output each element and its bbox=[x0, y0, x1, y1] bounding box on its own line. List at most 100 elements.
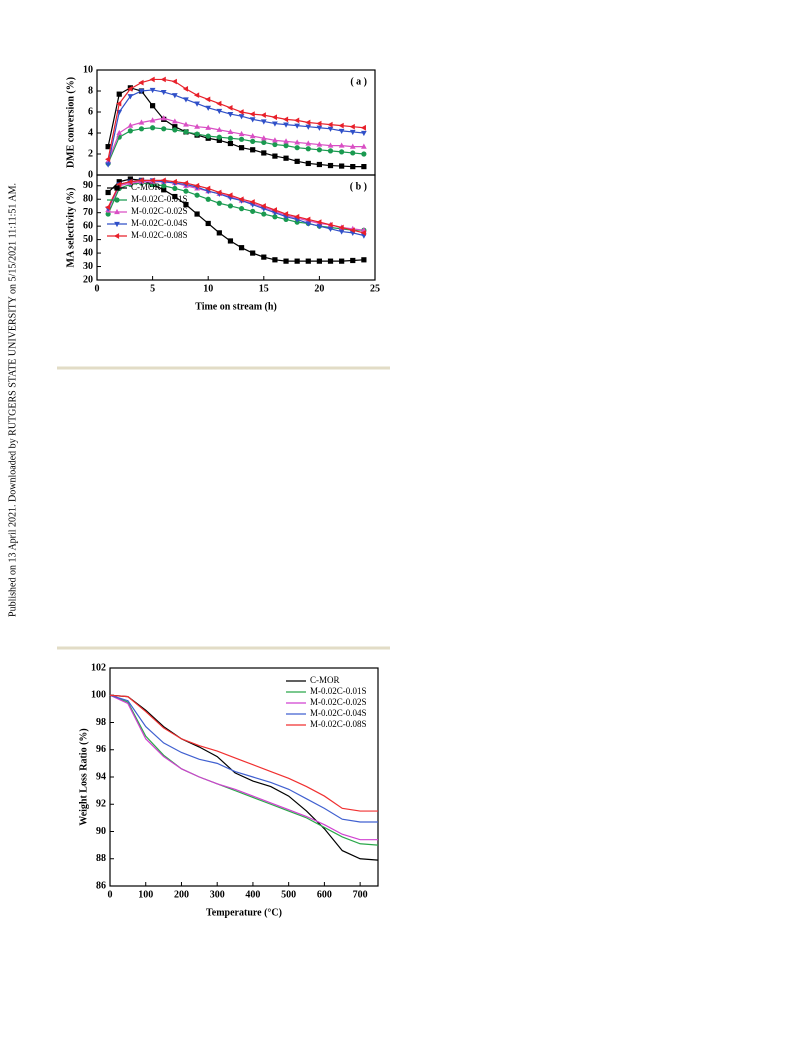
data-point bbox=[194, 123, 200, 129]
data-point bbox=[194, 131, 200, 137]
data-point bbox=[316, 161, 322, 168]
series-line bbox=[107, 89, 364, 165]
legend-label: M-0.02C-0.02S bbox=[131, 206, 188, 216]
data-point bbox=[338, 224, 344, 231]
legend-label: M-0.02C-0.01S bbox=[131, 194, 188, 204]
panel-label: ( a ) bbox=[350, 76, 367, 87]
data-point bbox=[182, 86, 189, 92]
data-point bbox=[227, 140, 234, 147]
x-tick-label: 5 bbox=[150, 283, 155, 294]
legend-label: M-0.02C-0.04S bbox=[310, 708, 367, 718]
data-point bbox=[105, 189, 111, 196]
data-point bbox=[272, 257, 278, 263]
data-point bbox=[172, 124, 178, 130]
data-point bbox=[305, 146, 311, 152]
data-point bbox=[149, 177, 155, 184]
data-point bbox=[205, 220, 211, 227]
data-point bbox=[316, 258, 322, 264]
y-tick-label: 60 bbox=[83, 220, 93, 231]
data-point bbox=[261, 139, 267, 146]
data-point bbox=[305, 140, 312, 146]
legend-label: M-0.02C-0.08S bbox=[310, 719, 367, 729]
x-tick-label: 600 bbox=[317, 889, 332, 900]
data-point bbox=[149, 87, 156, 94]
data-point bbox=[338, 122, 344, 129]
data-point bbox=[183, 129, 189, 135]
data-point bbox=[227, 238, 234, 244]
y-axis-label: DME conversion (%) bbox=[65, 77, 76, 168]
data-point bbox=[261, 211, 267, 217]
data-point bbox=[349, 129, 356, 136]
data-point bbox=[294, 145, 300, 151]
data-point bbox=[316, 125, 323, 131]
data-point bbox=[105, 156, 111, 163]
x-axis-label: Temperature (°C) bbox=[206, 907, 282, 918]
data-point bbox=[261, 254, 267, 260]
data-point bbox=[105, 204, 111, 211]
data-point bbox=[260, 203, 266, 209]
series-line bbox=[109, 694, 378, 841]
data-point bbox=[171, 118, 178, 124]
data-point bbox=[105, 144, 111, 150]
y-tick-label: 10 bbox=[83, 64, 93, 75]
data-point bbox=[327, 221, 333, 228]
data-point bbox=[350, 150, 356, 156]
data-point bbox=[238, 130, 245, 137]
data-point bbox=[172, 127, 178, 133]
x-tick-label: 400 bbox=[245, 889, 260, 900]
data-point bbox=[338, 229, 345, 235]
data-point bbox=[127, 94, 134, 100]
data-point bbox=[238, 109, 244, 115]
y-tick-label: 0 bbox=[88, 169, 93, 180]
data-point bbox=[316, 219, 322, 225]
data-point bbox=[238, 196, 244, 203]
data-point bbox=[105, 162, 111, 168]
data-point bbox=[249, 133, 256, 139]
data-point bbox=[249, 111, 255, 117]
data-point bbox=[205, 196, 211, 202]
data-point bbox=[227, 203, 234, 209]
data-point bbox=[249, 117, 256, 123]
data-point bbox=[216, 200, 222, 206]
y-axis-label: MA selectivity (%) bbox=[65, 188, 76, 268]
y-tick-label: 4 bbox=[88, 127, 93, 138]
y-axis-label: Weight Loss Ratio (%) bbox=[78, 728, 89, 826]
data-point bbox=[116, 181, 122, 188]
data-point bbox=[127, 128, 133, 134]
x-tick-label: 500 bbox=[281, 889, 296, 900]
y-tick-label: 6 bbox=[88, 106, 93, 117]
data-point bbox=[138, 177, 144, 184]
data-point bbox=[216, 137, 222, 143]
data-point bbox=[361, 130, 367, 137]
data-point bbox=[183, 188, 189, 194]
data-point bbox=[171, 78, 177, 85]
data-point bbox=[250, 250, 256, 256]
data-point bbox=[305, 258, 311, 264]
data-point bbox=[272, 141, 278, 148]
data-point bbox=[194, 192, 200, 198]
y-tick-label: 40 bbox=[83, 247, 93, 258]
data-point bbox=[227, 104, 233, 111]
series-line bbox=[109, 694, 379, 861]
data-point bbox=[271, 114, 277, 121]
x-tick-label: 10 bbox=[203, 283, 213, 294]
legend-label: M-0.02C-0.02S bbox=[310, 697, 367, 707]
data-point bbox=[205, 96, 211, 103]
data-point bbox=[260, 135, 267, 141]
data-point bbox=[250, 138, 256, 144]
data-point bbox=[260, 112, 266, 119]
x-tick-label: 15 bbox=[259, 283, 269, 294]
data-point bbox=[138, 88, 145, 95]
data-point bbox=[171, 178, 177, 185]
data-point bbox=[194, 101, 200, 107]
data-point bbox=[116, 100, 122, 107]
data-point bbox=[160, 115, 167, 121]
data-point bbox=[283, 155, 289, 161]
data-point bbox=[105, 211, 111, 217]
data-point bbox=[138, 126, 145, 132]
data-point bbox=[160, 177, 166, 184]
data-point bbox=[294, 139, 301, 145]
data-point bbox=[294, 123, 301, 129]
data-point bbox=[250, 147, 256, 153]
